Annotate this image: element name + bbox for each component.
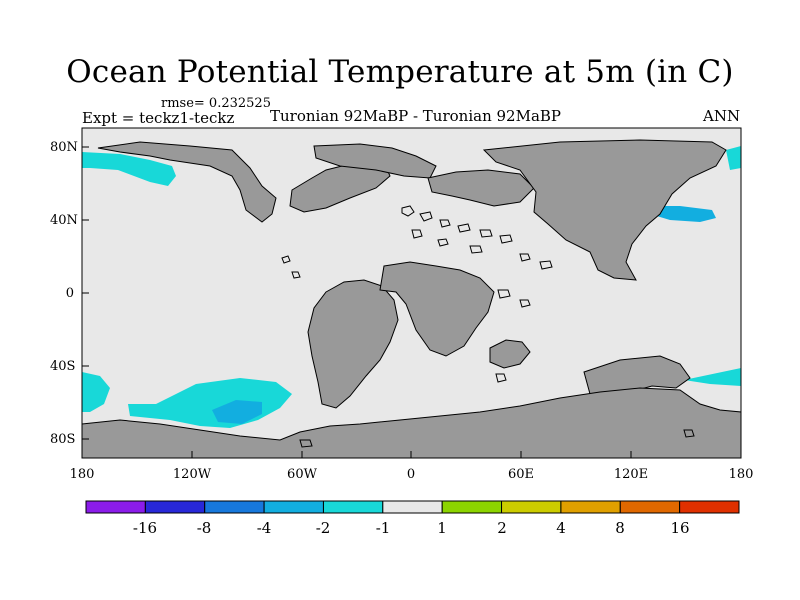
island-outline-8 xyxy=(437,238,449,247)
colorbar-swatch xyxy=(263,500,324,514)
colorbar-label: -16 xyxy=(132,519,158,537)
colorbar-label: -8 xyxy=(196,519,212,537)
lon-tick-label: 120W xyxy=(172,467,212,482)
experiment-comparison-label: Turonian 92MaBP - Turonian 92MaBP xyxy=(270,107,562,125)
colorbar-swatch xyxy=(619,500,681,514)
island-outline-4 xyxy=(457,223,471,233)
island-outline-11 xyxy=(539,260,553,270)
colorbar-label: 2 xyxy=(497,519,507,537)
season-label: ANN xyxy=(703,107,741,125)
lon-tick-label: 120E xyxy=(613,467,649,482)
colorbar-swatch xyxy=(501,500,562,514)
island-outlines xyxy=(281,205,695,448)
lon-tick-label: 60W xyxy=(287,467,317,482)
colorbar-swatch xyxy=(441,500,503,514)
island-outline-3 xyxy=(439,219,451,228)
lon-tick-label: 180 xyxy=(728,467,754,482)
anomaly-patch-arctic-east xyxy=(726,146,741,170)
colorbar xyxy=(85,500,740,514)
lat-tick-label: 40N xyxy=(50,213,78,228)
colorbar-swatch xyxy=(144,500,206,514)
anomaly-patches xyxy=(82,146,741,428)
island-outline-16 xyxy=(495,373,507,383)
rmse-label: rmse= 0.232525 xyxy=(161,96,271,111)
island-outline-7 xyxy=(411,229,423,239)
colorbar-swatch xyxy=(560,500,621,514)
land-masses xyxy=(81,139,742,459)
island-outline-10 xyxy=(519,253,531,262)
anomaly-patch-south-indian xyxy=(684,368,741,386)
lon-tick-label: 180 xyxy=(69,467,95,482)
island-outline-15 xyxy=(291,271,301,279)
land-europe-north xyxy=(427,169,535,207)
land-north-america xyxy=(97,141,277,223)
land-asia xyxy=(482,139,727,281)
chart-title: Ocean Potential Temperature at 5m (in C) xyxy=(66,54,734,90)
colorbar-swatch xyxy=(322,500,384,514)
colorbar-label: -2 xyxy=(315,519,331,537)
island-outline-12 xyxy=(497,289,511,299)
island-outline-13 xyxy=(519,299,531,308)
colorbar-label: 16 xyxy=(670,519,690,537)
lon-tick-label: 60E xyxy=(507,467,535,482)
anomaly-patch-northwest-pacific xyxy=(650,206,716,222)
lat-tick-label: 0 xyxy=(65,286,74,301)
island-outline-18 xyxy=(683,429,695,438)
land-south-america xyxy=(307,279,399,409)
anomaly-patch-south-pacific-core xyxy=(212,400,262,424)
island-outline-2 xyxy=(419,211,433,222)
lat-tick-label: 80S xyxy=(50,432,76,447)
island-outline-14 xyxy=(281,255,291,264)
lon-tick-label: 0 xyxy=(406,467,416,482)
colorbar-label: -4 xyxy=(256,519,272,537)
colorbar-swatch xyxy=(679,500,740,514)
land-antarctica xyxy=(81,387,742,459)
island-outline-5 xyxy=(479,229,493,238)
anomaly-patch-southwest xyxy=(82,372,110,412)
land-africa xyxy=(379,261,495,357)
colorbar-label: -1 xyxy=(375,519,391,537)
colorbar-swatch xyxy=(204,500,265,514)
colorbar-label: 8 xyxy=(615,519,625,537)
island-outline-17 xyxy=(299,439,313,448)
lat-tick-label: 80N xyxy=(50,140,78,155)
colorbar-swatch xyxy=(382,500,443,514)
island-outline-9 xyxy=(469,245,483,254)
experiment-label: Expt = teckz1-teckz xyxy=(82,109,235,127)
map-tick-marks xyxy=(81,146,742,458)
lat-tick-label: 40S xyxy=(50,359,76,374)
island-outline-1 xyxy=(401,205,415,217)
colorbar-label: 1 xyxy=(437,519,447,537)
colorbar-label: 4 xyxy=(556,519,566,537)
land-india-madagascar xyxy=(489,339,531,369)
island-outline-6 xyxy=(499,234,513,244)
colorbar-swatch xyxy=(85,500,146,514)
land-laurentia xyxy=(289,157,391,213)
anomaly-patch-north-pacific xyxy=(82,152,176,186)
